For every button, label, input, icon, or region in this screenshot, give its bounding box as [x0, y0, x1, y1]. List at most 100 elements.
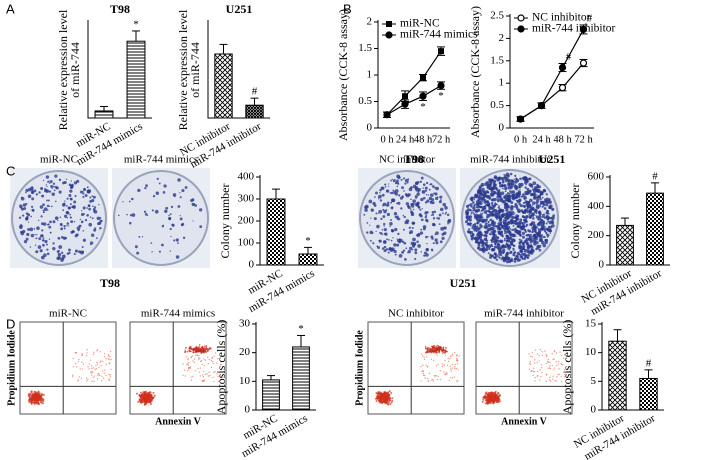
event-dot	[153, 394, 156, 397]
event-dot	[481, 400, 484, 403]
event-dot	[454, 368, 456, 370]
colony-dot	[477, 235, 481, 240]
event-dot	[422, 370, 424, 372]
event-dot	[455, 367, 458, 370]
colony-dot	[536, 190, 539, 193]
event-dot	[489, 402, 492, 405]
colony-dot	[431, 210, 435, 214]
colony-dot	[376, 224, 380, 229]
colony-dot	[31, 197, 35, 201]
colony-dot	[435, 186, 439, 191]
colony-dot	[179, 192, 181, 194]
event-dot	[556, 364, 558, 367]
colony-dot	[25, 191, 27, 194]
colony-dot	[47, 199, 50, 202]
colony-dot	[442, 212, 444, 215]
colony-dot	[487, 252, 490, 255]
cell-line-label: U251	[450, 276, 477, 290]
event-dot	[388, 399, 391, 402]
event-dot	[482, 398, 485, 401]
colony-dot	[174, 195, 176, 198]
event-dot	[190, 356, 192, 359]
colony-dot	[81, 246, 84, 249]
chart-title: T98	[110, 2, 130, 16]
colony-dot	[438, 213, 442, 217]
colony-dot	[513, 213, 515, 216]
colony-dot	[483, 237, 486, 240]
event-dot	[552, 375, 554, 378]
event-dot	[379, 401, 382, 404]
colony-dot	[31, 188, 34, 191]
colony-dot	[51, 192, 55, 196]
colony-dot	[542, 220, 546, 224]
colony-dot	[424, 216, 427, 219]
colony-dot	[476, 217, 480, 222]
colony-dot	[43, 222, 47, 226]
colony-dot	[381, 186, 385, 190]
colony-dot	[485, 237, 488, 240]
colony-dot	[412, 199, 416, 203]
colony-dot	[168, 214, 170, 217]
colony-dot	[435, 196, 439, 201]
colony-dot	[379, 188, 382, 191]
event-dot	[200, 346, 203, 349]
colony-dot	[527, 253, 531, 257]
event-dot	[445, 371, 448, 374]
colony-dot	[432, 242, 435, 245]
colony-dot	[429, 193, 434, 197]
colony-dot	[92, 195, 96, 199]
event-dot	[30, 394, 33, 397]
colony-dot	[539, 200, 543, 204]
colony-dot	[533, 238, 537, 242]
colony-dot	[545, 203, 549, 207]
colony-dot	[393, 212, 398, 216]
event-dot	[185, 356, 187, 358]
event-dot	[140, 395, 143, 398]
bar	[214, 53, 233, 119]
annotation: *	[298, 323, 304, 335]
event-dot	[441, 353, 444, 355]
event-dot	[188, 367, 190, 370]
event-dot	[27, 393, 30, 396]
event-dot	[77, 380, 79, 382]
colony-dot	[93, 228, 97, 232]
colony-dot	[522, 215, 525, 219]
colony-dot	[377, 212, 379, 214]
event-dot	[529, 363, 532, 366]
event-dot	[491, 400, 494, 403]
event-dot	[103, 353, 106, 355]
colony-dot	[388, 247, 392, 250]
colony-dot	[539, 213, 541, 216]
event-dot	[378, 396, 381, 399]
colony-dot	[150, 242, 153, 244]
colony-dot	[87, 204, 91, 208]
colony-dot	[410, 202, 414, 206]
colony-dot	[526, 191, 529, 195]
colony-dot	[479, 212, 482, 214]
colony-dot	[93, 209, 98, 214]
colony-dot	[366, 231, 369, 234]
colony-dot	[487, 221, 490, 223]
event-dot	[536, 375, 539, 377]
colony-dot	[551, 207, 555, 211]
colony-dot	[52, 185, 55, 188]
colony-dot	[73, 220, 76, 223]
colony-dot	[474, 211, 477, 213]
event-dot	[30, 390, 33, 393]
colony-dot	[410, 212, 415, 217]
colony-dot	[98, 221, 102, 225]
colony-dot	[541, 205, 544, 208]
event-dot	[201, 351, 204, 354]
colony-dot	[488, 216, 490, 218]
colony-dot	[447, 218, 452, 223]
colony-dot	[91, 198, 95, 203]
colony-dot	[382, 240, 387, 244]
colony-dot	[411, 244, 416, 248]
colony-dot	[26, 232, 30, 237]
event-dot	[563, 369, 566, 371]
colony-dot	[546, 209, 550, 213]
colony-dot	[551, 224, 555, 228]
colony-dot	[396, 179, 399, 182]
event-dot	[566, 359, 568, 362]
event-dot	[541, 371, 543, 374]
